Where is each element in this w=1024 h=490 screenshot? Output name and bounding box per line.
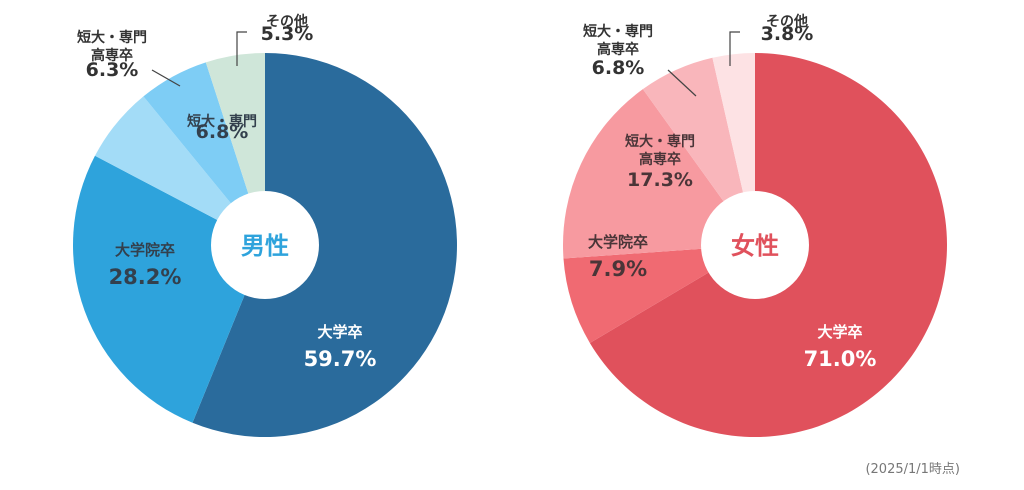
slice-value-label: 6.8% [592,57,645,79]
pie-center-hole [211,191,319,299]
slice-label: 短大・専門 [583,23,653,40]
slice-label: その他 [766,13,808,30]
slice-label: その他 [266,13,308,30]
slice-label: 大学院卒 [115,241,175,259]
leader-line [729,31,740,66]
pie-slice [192,53,457,437]
slice-value-label: 5.3% [261,23,314,45]
leader-line [236,31,247,66]
pie-slice [563,89,755,259]
slice-value-label: 6.8% [196,121,249,143]
slice-label: 大学院卒 [588,233,648,251]
slice-label: 短大・専門 [77,29,147,46]
pie-slice [143,62,265,245]
leader-line [667,69,697,97]
pie-slice [642,57,755,245]
slice-label: 短大・専門 [187,113,257,130]
slice-value-label: 71.0% [804,347,877,371]
pie-chart-female: 女性大学卒71.0%大学院卒7.9%短大・専門高専卒17.3%短大・専門高専卒6… [563,13,948,437]
pie-center-label: 男性 [241,232,289,260]
pie-center-hole [701,191,809,299]
slice-value-label: 17.3% [627,169,693,191]
slice-label: 高専卒 [639,151,681,168]
slice-value-label: 3.8% [761,23,814,45]
slice-label: 短大・専門 [625,133,695,150]
footnote-date: (2025/1/1時点) [865,462,960,477]
slice-value-label: 7.9% [589,257,647,281]
pie-center-label: 女性 [731,232,779,260]
pie-chart-male: 男性大学卒59.7%大学院卒28.2%短大・専門高専卒6.3%短大・専門6.8%… [72,13,457,437]
slice-value-label: 28.2% [109,265,182,289]
leader-line [151,69,181,87]
slice-value-label: 59.7% [304,347,377,371]
slice-label: 大学卒 [817,323,862,341]
slice-label: 大学卒 [317,323,362,341]
slice-label: 高専卒 [91,47,133,64]
slice-value-label: 6.3% [86,59,139,81]
slice-label: 高専卒 [597,41,639,58]
pie-slice [94,96,265,246]
